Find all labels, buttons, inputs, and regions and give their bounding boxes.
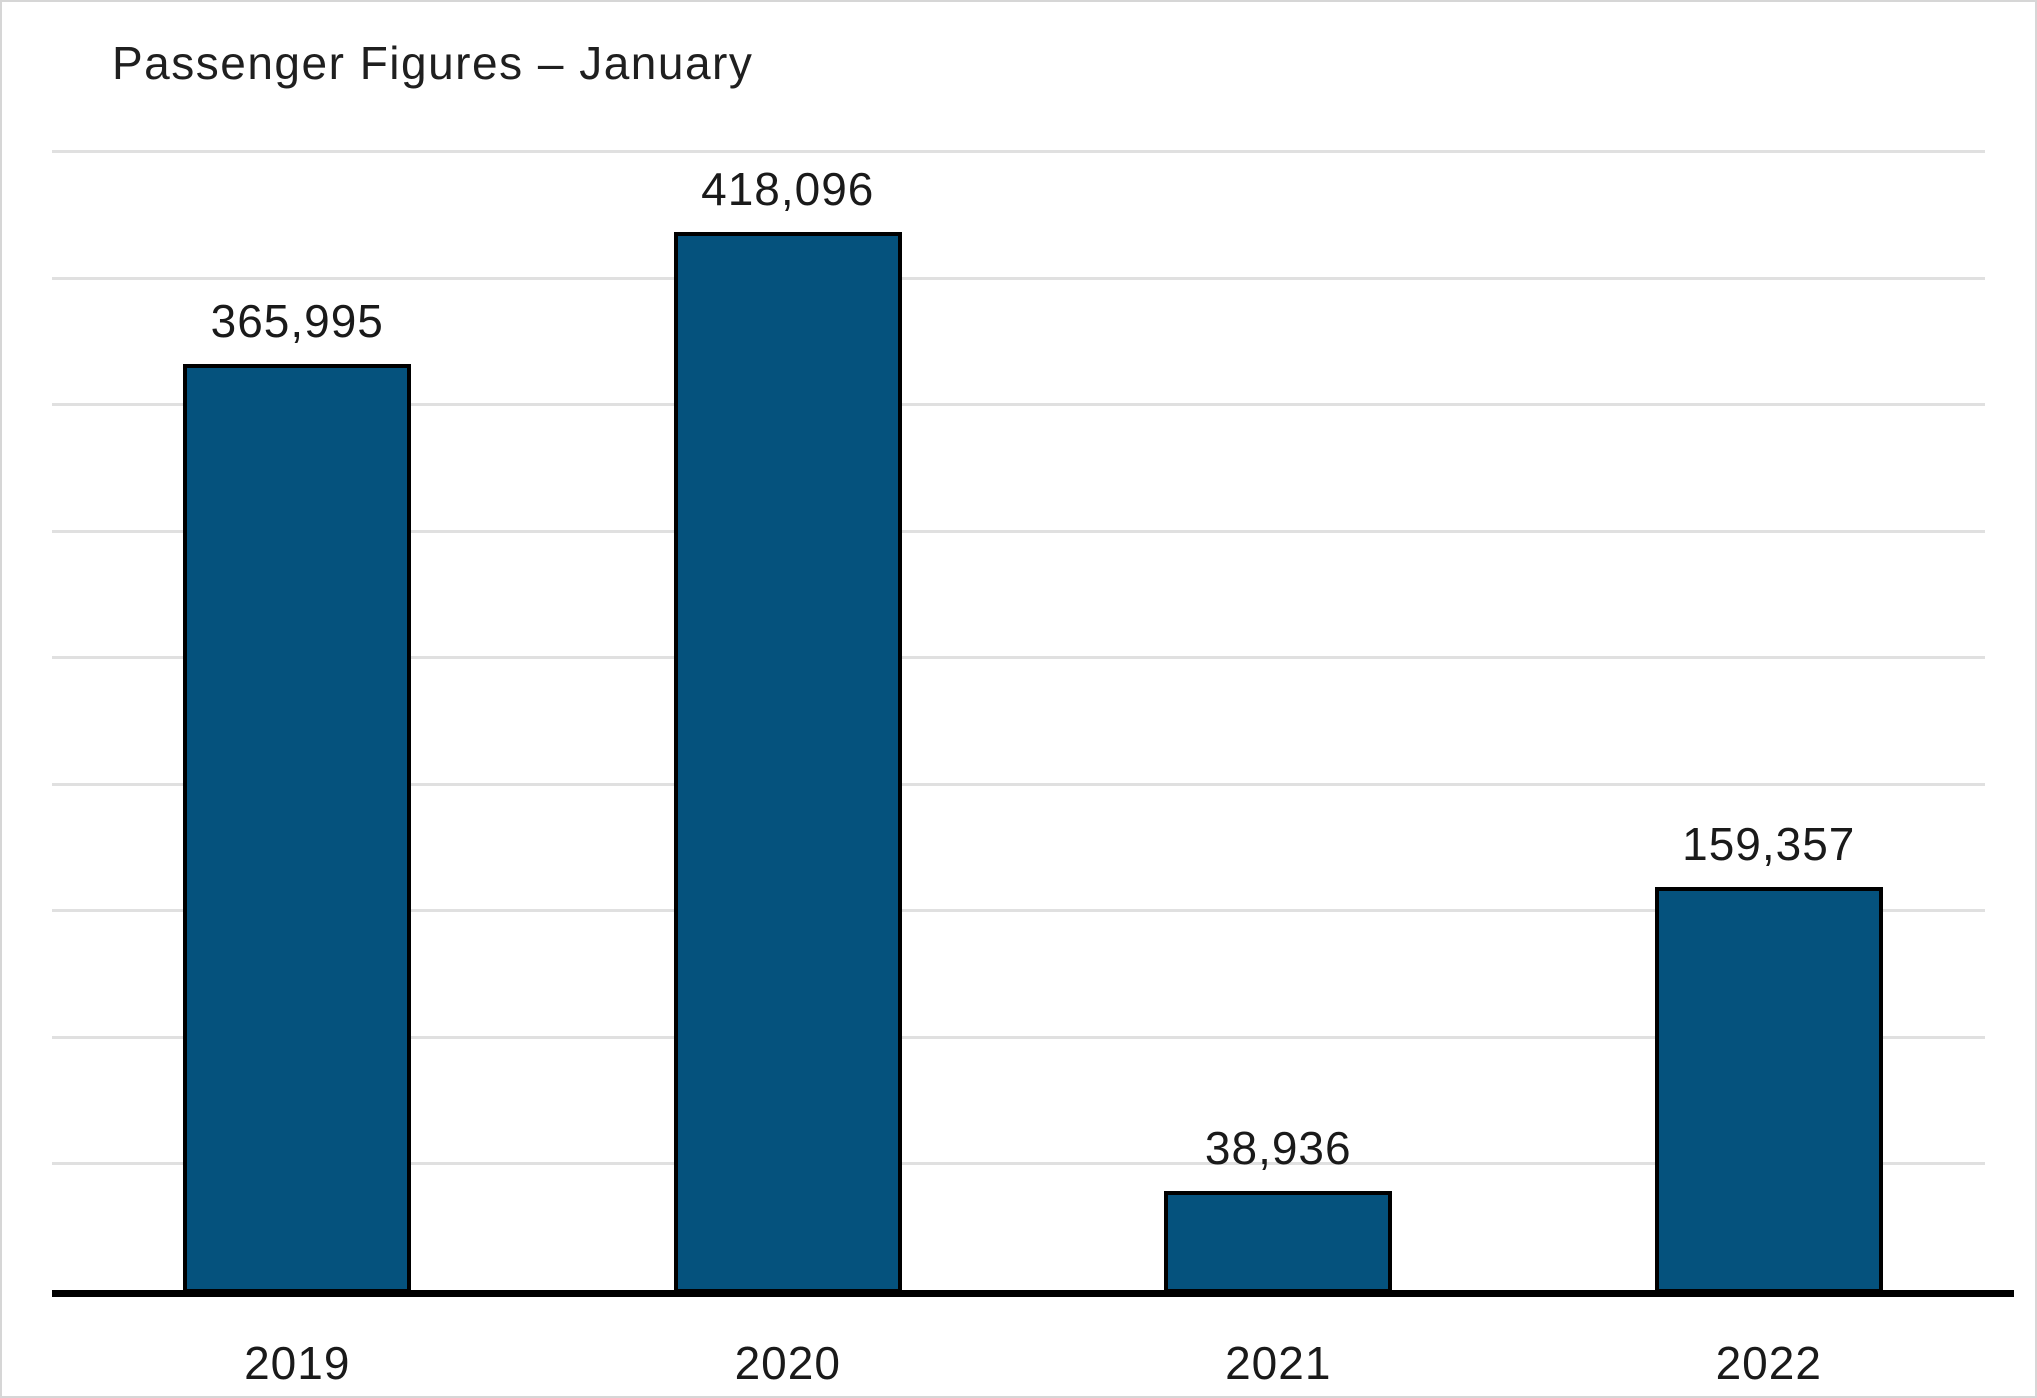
gridline (52, 529, 1985, 533)
bar-2022 (1654, 887, 1883, 1293)
gridline (52, 403, 1985, 407)
bar-2020 (673, 232, 902, 1293)
gridline (52, 150, 1985, 153)
bar-value-label-2022: 159,357 (1682, 818, 1856, 870)
bar-2019 (183, 364, 412, 1293)
x-tick-label-2020: 2020 (734, 1337, 841, 1389)
bar-value-label-2019: 365,995 (210, 295, 384, 347)
x-axis-line (52, 1290, 2014, 1297)
bar-2021 (1164, 1191, 1393, 1293)
gridline (52, 1035, 1985, 1039)
bar-value-label-2020: 418,096 (701, 163, 875, 215)
x-tick-label-2021: 2021 (1225, 1337, 1332, 1389)
bar-value-label-2021: 38,936 (1204, 1122, 1352, 1174)
gridline (52, 276, 1985, 280)
gridline (52, 782, 1985, 786)
x-tick-label-2022: 2022 (1715, 1337, 1822, 1389)
gridline (52, 656, 1985, 660)
gridline (52, 1162, 1985, 1166)
x-tick-label-2019: 2019 (244, 1337, 351, 1389)
chart-title: Passenger Figures – January (112, 37, 754, 89)
gridline (52, 909, 1985, 913)
